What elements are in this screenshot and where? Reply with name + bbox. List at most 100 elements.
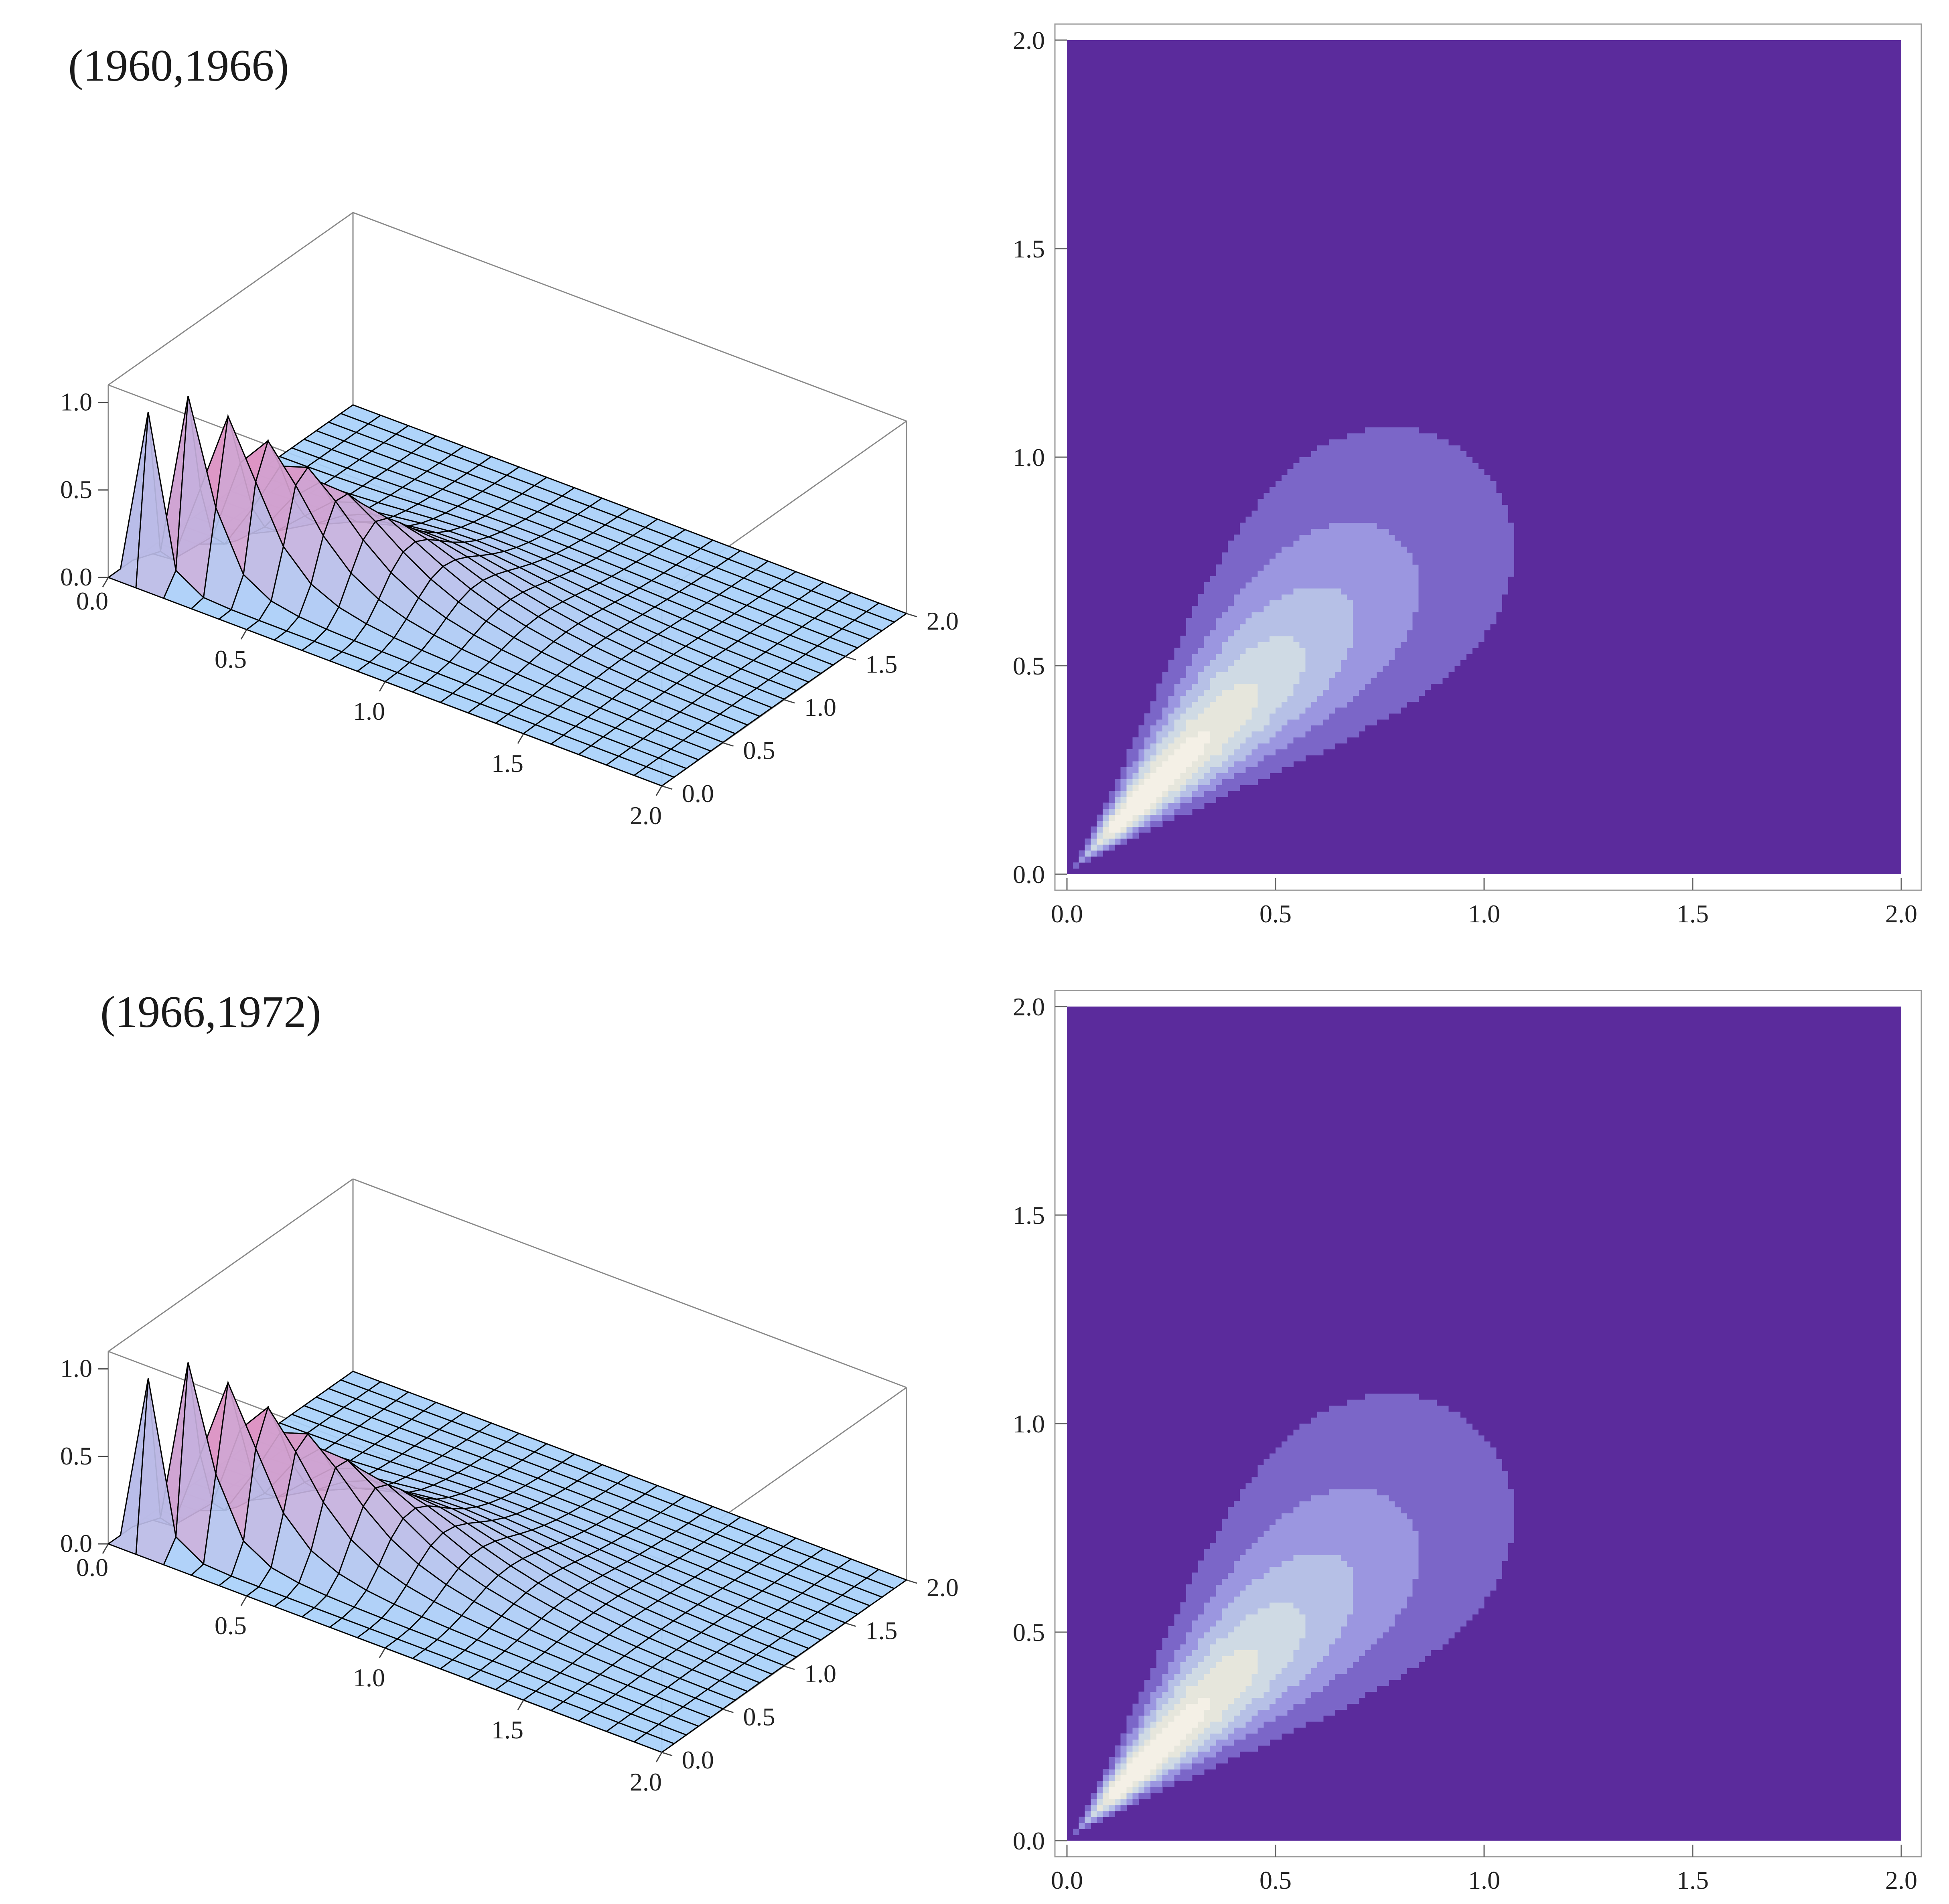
contour-cell (1317, 541, 1324, 547)
contour-cell (1353, 481, 1359, 487)
contour-cell (1210, 1566, 1217, 1573)
contour-cell (1222, 1697, 1228, 1704)
contour-cell (1460, 630, 1467, 636)
contour-cell (1293, 642, 1300, 648)
contour-cell (1270, 1614, 1276, 1620)
contour-cell (1377, 612, 1383, 618)
contour-cell (1299, 618, 1306, 624)
contour-cell (1329, 529, 1336, 535)
contour-cell (1341, 1656, 1347, 1662)
contour-cell (1162, 701, 1169, 708)
contour-cell (1412, 457, 1419, 464)
contour-cell (1448, 564, 1455, 571)
contour-cell (1389, 1662, 1395, 1668)
contour-cell (1329, 618, 1336, 624)
contour-cell (1359, 1679, 1365, 1686)
contour-cell (1299, 1679, 1306, 1686)
contour-cell (1472, 618, 1478, 624)
contour-cell (1359, 1584, 1365, 1591)
contour-cell (1228, 648, 1234, 654)
contour-cell (1490, 504, 1497, 511)
contour-cell (1114, 1793, 1121, 1799)
contour-cell (1329, 660, 1336, 666)
contour-cell (1353, 1691, 1359, 1698)
contour-cell (1323, 1674, 1330, 1680)
contour-cell (1216, 1685, 1222, 1692)
contour-cell (1395, 1620, 1401, 1627)
contour-cell (1406, 671, 1413, 678)
contour-cell (1216, 1626, 1222, 1633)
contour-cell (1287, 707, 1294, 714)
contour-cell (1478, 564, 1485, 571)
contour-cell (1317, 749, 1324, 756)
contour-cell (1466, 1608, 1472, 1615)
contour-cell (1245, 677, 1252, 684)
contour-cell (1341, 1578, 1347, 1585)
contour-cell (1245, 1572, 1252, 1579)
contour-cell (1448, 517, 1455, 523)
contour-cell (1114, 1799, 1121, 1805)
contour-cell (1079, 1817, 1085, 1823)
contour-cell (1412, 576, 1419, 583)
contour-cell (1436, 1572, 1443, 1579)
contour-cell (1317, 1697, 1324, 1704)
contour-cell (1216, 1566, 1222, 1573)
contour-cell (1341, 648, 1347, 654)
contour-cell (1442, 510, 1449, 517)
contour-cell (1389, 606, 1395, 612)
contour-cell (1287, 541, 1294, 547)
contour-cell (1353, 529, 1359, 535)
contour-cell (1466, 600, 1472, 607)
contour-cell (1257, 517, 1264, 523)
contour-cell (1341, 618, 1347, 624)
contour-cell (1359, 493, 1365, 499)
contour-cell (1395, 1590, 1401, 1597)
contour-cell (1216, 1721, 1222, 1728)
contour-cell (1305, 618, 1312, 624)
contour-cell (1222, 1596, 1228, 1603)
contour-cell (1287, 725, 1294, 732)
contour-cell (1395, 1602, 1401, 1609)
contour-cell (1204, 1584, 1211, 1591)
contour-cell (1323, 624, 1330, 630)
contour-cell (1406, 1578, 1413, 1585)
contour-cell (1192, 695, 1199, 702)
contour-cell (1299, 1572, 1306, 1579)
contour-cell (1204, 612, 1211, 618)
contour-cell (1264, 588, 1270, 595)
contour-cell (1347, 552, 1353, 559)
contour-cell (1103, 1805, 1109, 1811)
contour-cell (1466, 624, 1472, 630)
contour-cell (1341, 451, 1347, 458)
contour-cell (1389, 1626, 1395, 1633)
contour-cell (1412, 451, 1419, 458)
contour-cell (1245, 1668, 1252, 1674)
contour-cell (1472, 523, 1478, 529)
contour-cell (1389, 588, 1395, 595)
contour-cell (1239, 713, 1246, 720)
contour-cell (1257, 510, 1264, 517)
contour-cell (1472, 499, 1478, 505)
contour-cell (1436, 1632, 1443, 1639)
contour-cell (1234, 755, 1240, 762)
contour-cell (1311, 529, 1318, 535)
contour-cell (1132, 743, 1139, 749)
contour-cell (1317, 737, 1324, 743)
contour-cell (1406, 677, 1413, 684)
contour-cell (1264, 493, 1270, 499)
contour-cell (1156, 1751, 1163, 1758)
contour-cell (1198, 1578, 1205, 1585)
contour-cell (1222, 791, 1228, 797)
contour-cell (1216, 749, 1222, 756)
contour-cell (1353, 535, 1359, 541)
contour-cell (1311, 600, 1318, 607)
contour-cell (1192, 1656, 1199, 1662)
contour-cell (1472, 600, 1478, 607)
contour-cell (1293, 517, 1300, 523)
contour-cell (1448, 612, 1455, 618)
contour-cell (1448, 660, 1455, 666)
contour-cell (1418, 666, 1425, 672)
contour-cell (1299, 719, 1306, 726)
contour-cell (1257, 660, 1264, 666)
contour-cell (1245, 743, 1252, 749)
